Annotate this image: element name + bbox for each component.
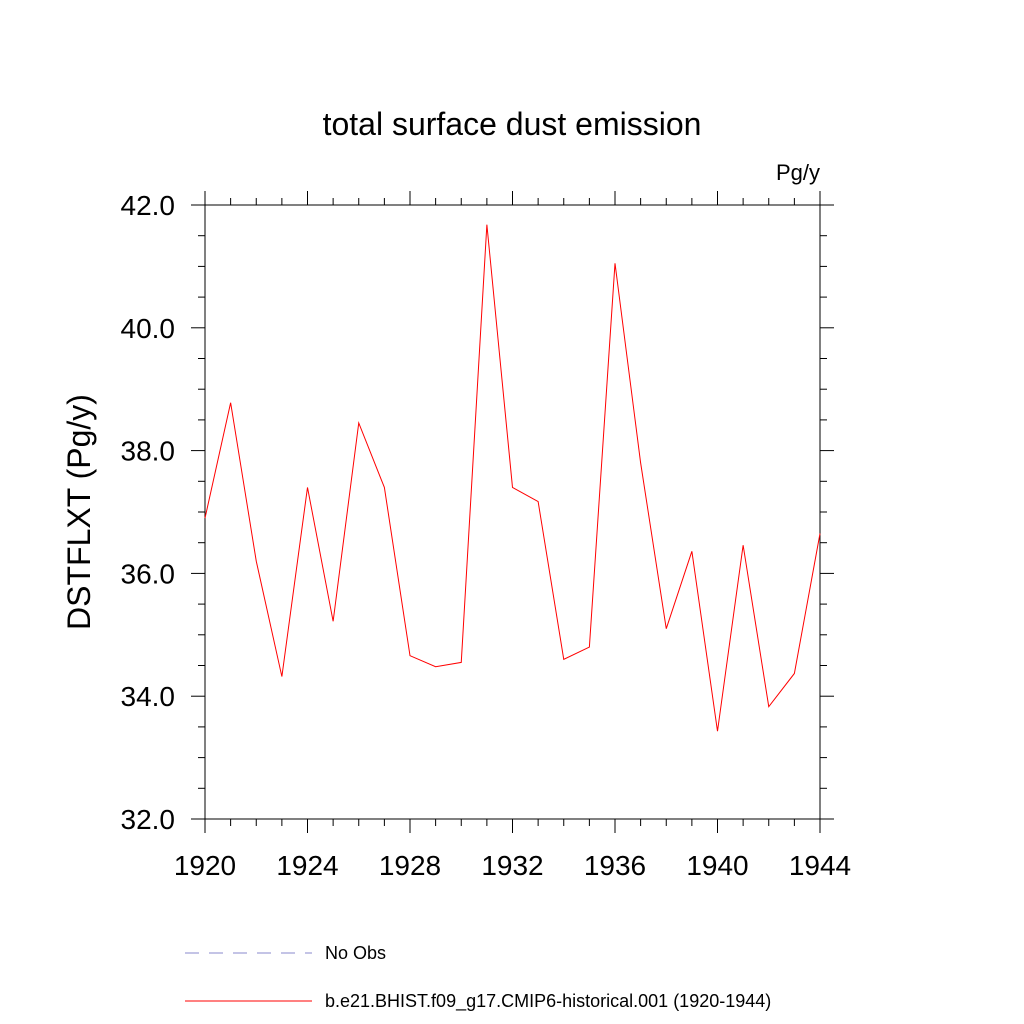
- legend-label-no-obs: No Obs: [325, 943, 386, 963]
- y-tick-label: 40.0: [121, 313, 176, 344]
- y-tick-label: 36.0: [121, 558, 176, 589]
- axes: 1920 1924 1928 1932 1936 1940 1944 32.0 34.0 36.0…: [121, 190, 852, 881]
- units-label: Pg/y: [776, 160, 820, 185]
- x-tick-label: 1924: [276, 850, 338, 881]
- series-layer: [204, 224, 821, 732]
- x-tick-label: 1936: [584, 850, 646, 881]
- x-tick-label: 1932: [481, 850, 543, 881]
- y-tick-label: 38.0: [121, 436, 176, 467]
- x-tick-label: 1920: [174, 850, 236, 881]
- legend-label-historical: b.e21.BHIST.f09_g17.CMIP6-historical.001…: [325, 991, 771, 1012]
- y-tick-label: 34.0: [121, 681, 176, 712]
- x-tick-label: 1928: [379, 850, 441, 881]
- chart-title: total surface dust emission: [323, 106, 702, 142]
- x-tick-label: 1940: [686, 850, 748, 881]
- y-tick-label: 32.0: [121, 804, 176, 835]
- legend: No Obs b.e21.BHIST.f09_g17.CMIP6-histori…: [185, 943, 771, 1012]
- y-axis-label: DSTFLXT (Pg/y): [61, 394, 97, 630]
- series-line: [204, 224, 821, 732]
- x-tick-label: 1944: [789, 850, 851, 881]
- y-tick-label: 42.0: [121, 190, 176, 221]
- plot-frame: [204, 204, 821, 820]
